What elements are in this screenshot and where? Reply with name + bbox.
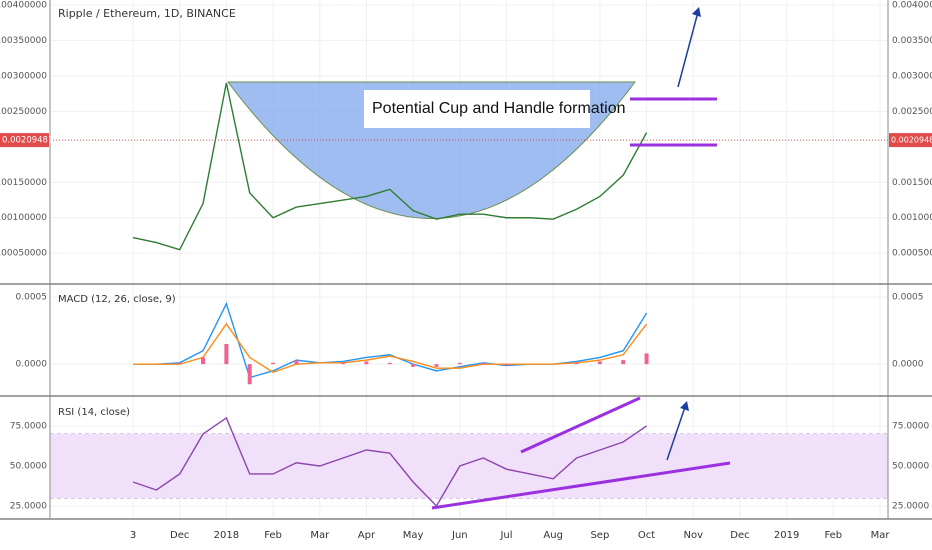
y-tick-label: 0.00050000: [892, 249, 932, 259]
y-tick-label: 0.00400000: [892, 0, 932, 10]
mark-group: [50, 82, 888, 508]
y-tick-label: 25.0000: [10, 501, 47, 511]
rsi-band: [50, 433, 888, 498]
arrow-head: [692, 7, 701, 17]
x-tick-label: Sep: [590, 530, 609, 541]
last-price-label: 0.00209481: [2, 136, 53, 146]
histogram-bar: [387, 362, 392, 365]
y-tick-label: 50.0000: [10, 461, 47, 471]
rsi-trendline: [520, 396, 641, 454]
x-tick-label: Jun: [451, 530, 468, 541]
x-tick-label: Jul: [499, 530, 512, 541]
histogram-bar: [644, 353, 649, 365]
y-tick-label: 0.0005: [892, 293, 924, 303]
histogram-bar: [457, 362, 462, 365]
pane-title: RSI (14, close): [58, 407, 130, 418]
arrow: [677, 11, 699, 88]
histogram-bar: [364, 361, 369, 365]
rsi-trendline: [431, 461, 731, 510]
x-tick-label: Mar: [871, 530, 891, 541]
histogram-bar: [177, 362, 182, 365]
last-price-box: [889, 133, 932, 148]
y-tick-label: 0.00400000: [0, 0, 47, 10]
x-tick-label: Oct: [638, 530, 655, 541]
y-tick-label: 75.0000: [10, 421, 47, 431]
x-tick-label: Dec: [730, 530, 749, 541]
x-tick-label: Feb: [264, 530, 282, 541]
last-price-label: 0.00209481: [891, 136, 932, 145]
series-line: [132, 82, 648, 251]
histogram-bar: [574, 362, 579, 365]
histogram-bar: [411, 364, 416, 367]
x-tick-label: 2018: [214, 530, 239, 541]
y-tick-label: 0.0005: [16, 293, 48, 303]
y-tick-label: 0.0000: [16, 360, 48, 370]
chart-title: Ripple / Ethereum, 1D, BINANCE: [58, 7, 236, 20]
histogram-bar: [201, 357, 206, 365]
y-tick-label: 0.00150000: [892, 178, 932, 188]
x-tick-label: Mar: [310, 530, 330, 541]
x-tick-label: Dec: [170, 530, 189, 541]
x-tick-label: Nov: [683, 530, 703, 541]
histogram-bar: [481, 362, 486, 365]
histogram-bar: [294, 360, 299, 365]
annotation: Potential Cup and Handle formation: [372, 100, 626, 117]
x-tick-label: Aug: [543, 530, 563, 541]
x-tick-label: Apr: [358, 530, 376, 541]
histogram-bar: [341, 362, 346, 365]
histogram-bar: [271, 362, 276, 365]
histogram-bar: [224, 344, 229, 365]
histogram-bar: [597, 361, 602, 365]
y-tick-label: 0.00100000: [892, 213, 932, 223]
histogram-bar: [621, 360, 626, 365]
series-line: [132, 416, 647, 508]
y-tick-label: 0.00250000: [0, 107, 47, 117]
y-tick-label: 0.00300000: [0, 71, 47, 81]
last-price-box: [0, 133, 49, 148]
histogram-bar: [247, 364, 252, 385]
y-tick-label: 0.00350000: [0, 36, 47, 46]
x-tick-label: 2019: [774, 530, 799, 541]
y-tick-label: 0.00300000: [892, 71, 932, 81]
y-tick-label: 25.0000: [892, 501, 929, 511]
y-tick-label: 0.00050000: [0, 249, 47, 259]
x-tick-label: Feb: [824, 530, 842, 541]
arrow: [666, 406, 686, 461]
histogram-bar: [504, 364, 509, 366]
pane-title: MACD (12, 26, close, 9): [58, 294, 176, 305]
y-tick-label: 50.0000: [892, 461, 929, 471]
x-tick-label: May: [403, 530, 424, 541]
arrow-head: [680, 401, 689, 411]
y-tick-label: 0.00350000: [892, 36, 932, 46]
annotation-box: [364, 90, 590, 128]
y-tick-label: 0.0000: [892, 360, 924, 370]
histogram-bar: [434, 364, 439, 367]
y-tick-label: 0.00150000: [0, 178, 47, 188]
y-tick-label: 75.0000: [892, 421, 929, 431]
y-tick-label: 0.00100000: [0, 213, 47, 223]
series-line: [133, 322, 648, 373]
x-tick-label: 3: [130, 530, 136, 541]
y-tick-label: 0.00250000: [892, 107, 932, 117]
